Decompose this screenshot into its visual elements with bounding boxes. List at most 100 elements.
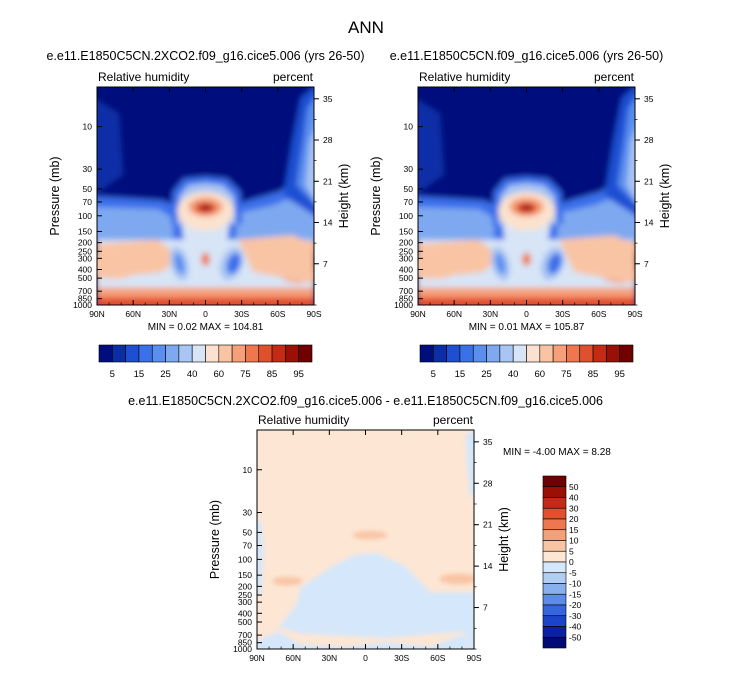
diff-colorbar-box: [542, 636, 567, 649]
diff-neg-nh-edge: [257, 519, 264, 596]
left-xtick-label: 60S: [270, 309, 285, 319]
diff-xtick-label: 60S: [430, 653, 445, 663]
diff-colorbar-label: 50: [569, 482, 579, 492]
diff-pressure-tick-label: 50: [243, 527, 253, 537]
left-colorbar-label: 85: [267, 369, 278, 380]
left-pressure-tick-label: 30: [83, 164, 93, 174]
right-colorbar-box: [539, 344, 554, 363]
left-pressure-tick-label: 1000: [73, 300, 92, 310]
right-xtick-label: 90N: [410, 309, 426, 319]
diff-colorbar-label: 0: [569, 557, 574, 567]
right-colorbar-label: 15: [455, 369, 466, 380]
right-contour-layers: [418, 87, 635, 305]
left-height-tick-label: 21: [323, 176, 333, 186]
diff-colorbar-label: 40: [569, 493, 579, 503]
left-pressure-tick-label: 250: [78, 246, 92, 256]
left-units-label: percent: [273, 70, 314, 84]
right-colorbar-label: 40: [508, 369, 519, 380]
diff-colorbar-box: [542, 486, 567, 498]
diff-pressure-tick-label: 850: [238, 638, 252, 648]
left-colorbar-box: [218, 344, 233, 363]
diff-colorbar-label: -15: [569, 589, 582, 599]
right-colorbar-box: [433, 344, 447, 363]
right-pressure-tick-label: 700: [399, 286, 413, 296]
diff-colorbar-box: [542, 572, 567, 584]
right-colorbar-label: 75: [561, 369, 572, 380]
right-colorbar-box: [499, 344, 514, 363]
left-colorbar-label: 75: [240, 369, 251, 380]
diff-height-tick-label: 28: [483, 478, 493, 488]
left-colorbar-box: [285, 344, 299, 363]
diff-colorbar-label: 5: [569, 546, 574, 556]
diff-ylabel: Pressure (mb): [208, 500, 222, 579]
right-xtick-label: 30S: [555, 309, 570, 319]
right-eq-moist: [522, 252, 531, 266]
right-colorbar-box: [619, 344, 634, 363]
diff-colorbar-label: 20: [569, 514, 579, 524]
right-nh-lt-band: [418, 239, 501, 279]
right-colorbar-box: [446, 344, 461, 363]
diff-pressure-tick-label: 150: [238, 570, 252, 580]
left-xtick-label: 30N: [162, 309, 178, 319]
right-nh-dry2: [495, 252, 506, 275]
left-eq-moist: [201, 252, 210, 266]
left-colorbar-box: [98, 344, 113, 363]
right-nh-upper2: [418, 207, 494, 240]
diff-title: e.e11.E1850C5CN.2XCO2.f09_g16.cice5.006 …: [128, 394, 603, 408]
left-colorbar-box: [165, 344, 180, 363]
diff-colorbar-box: [542, 507, 567, 520]
right-pressure-tick-label: 500: [399, 273, 413, 283]
right-pressure-tick-label: 50: [404, 184, 414, 194]
right-height-tick-label: 28: [644, 135, 654, 145]
left-colorbar-label: 5: [110, 369, 115, 380]
right-colorbar-box: [566, 344, 581, 363]
left-height-tick-label: 14: [323, 218, 333, 228]
left-colorbar-box: [178, 344, 193, 363]
diff-colorbar-box: [542, 518, 567, 531]
left-colorbar-box: [245, 344, 260, 363]
right-colorbar-box: [419, 344, 434, 363]
diff-colorbar-box: [542, 626, 567, 638]
right-colorbar-label: 95: [614, 369, 625, 380]
right-pressure-tick-label: 100: [399, 211, 413, 221]
right-ylabel: Pressure (mb): [369, 156, 383, 235]
diff-colorbar-box: [542, 475, 567, 488]
left-nh-dry2: [174, 252, 185, 275]
right-colorbar-box: [459, 344, 474, 363]
left-sh-lt-band: [238, 235, 314, 284]
left-pressure-tick-label: 70: [83, 197, 93, 207]
left-colorbar-box: [205, 344, 220, 363]
left-pressure-tick-label: 300: [78, 253, 92, 263]
diff-height-tick-label: 21: [483, 520, 493, 530]
left-pressure-tick-label: 200: [78, 238, 92, 248]
diff-xtick-label: 0: [363, 653, 368, 663]
right-sp-col3: [626, 130, 635, 200]
diff-variable-label: Relative humidity: [258, 413, 349, 427]
left-colorbar-box: [112, 344, 126, 363]
diff-neg-sh-top: [465, 431, 474, 496]
diff-xtick-label: 60N: [285, 653, 301, 663]
left-pressure-tick-label: 700: [78, 286, 92, 296]
left-sh-dry2: [226, 253, 241, 275]
diff-contour-layers: [257, 430, 474, 649]
right-y2label: Height (km): [658, 164, 672, 229]
diff-colorbar-label: -5: [569, 568, 577, 578]
right-colorbar-box: [552, 344, 567, 363]
diff-height-tick-label: 7: [483, 603, 488, 613]
left-contour-layers: [97, 87, 314, 305]
left-xtick-label: 30S: [234, 309, 249, 319]
left-variable-label: Relative humidity: [98, 70, 189, 84]
left-sp-col3: [305, 130, 314, 200]
left-colorbar-box: [258, 344, 273, 363]
right-colorbar-box: [472, 344, 487, 363]
right-sh-lt-band: [559, 235, 635, 284]
right-height-tick-label: 14: [644, 218, 654, 228]
right-pressure-tick-label: 30: [404, 164, 414, 174]
right-colorbar-label: 25: [481, 369, 492, 380]
diff-pressure-tick-label: 1000: [233, 644, 252, 654]
right-pressure-tick-label: 70: [404, 197, 414, 207]
diff-colorbar-box: [542, 529, 567, 541]
left-nh-lt-band: [97, 239, 180, 279]
left-pressure-tick-label: 500: [78, 273, 92, 283]
diff-contour-field: [257, 430, 474, 649]
